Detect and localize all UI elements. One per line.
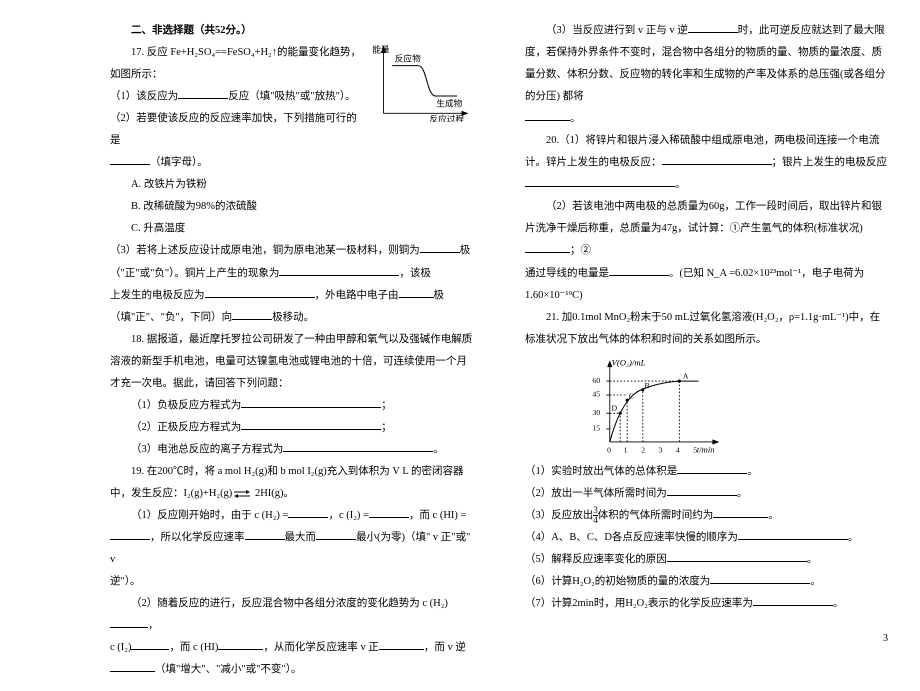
blank — [420, 242, 460, 254]
blank — [110, 617, 148, 629]
svg-text:反应物: 反应物 — [395, 52, 421, 63]
blank — [667, 550, 807, 562]
svg-text:5: 5 — [693, 445, 697, 454]
energy-diagram: 能量 反应物 生成物 反应过程 — [370, 44, 475, 122]
q19-3b: 。 — [525, 108, 890, 130]
q20-1b: 。 — [525, 174, 890, 196]
right-column: （3）当反应进行到 v 正与 v 逆时，此可逆反应就达到了最大限度，若保持外界条… — [525, 20, 890, 681]
left-column: 二、非选择题（共52分。） 能量 反应物 生成物 反应过程 17. 反应 Fe+… — [110, 20, 475, 681]
q21-5: （5）解释反应速率变化的原因。 — [525, 549, 890, 571]
blank — [713, 506, 768, 518]
svg-text:反应过程: 反应过程 — [429, 113, 464, 122]
svg-text:45: 45 — [592, 389, 600, 398]
q21-6: （6）计算H₂O₂的初始物质的量的浓度为。 — [525, 571, 890, 593]
blank — [279, 264, 399, 276]
blank — [369, 507, 409, 519]
blank — [399, 286, 434, 298]
q20-1: 20.（1）将锌片和银片浸入稀硫酸中组成原电池，两电极间连接一个电流计。锌片上发… — [525, 130, 890, 174]
blank — [283, 440, 433, 452]
q17-3: （3）若将上述反应设计成原电池，铜为原电池某一极材料，则铜为极 — [110, 240, 475, 262]
svg-text:15: 15 — [592, 423, 600, 432]
blank — [205, 286, 315, 298]
svg-text:D: D — [612, 403, 618, 412]
section-title: 二、非选择题（共52分。） — [110, 20, 475, 42]
blank — [288, 507, 328, 519]
equilibrium-arrow-icon — [232, 489, 252, 499]
q18-2: （2）正极反应方程式为； — [110, 417, 475, 439]
blank — [110, 529, 150, 541]
blank — [609, 264, 669, 276]
blank — [710, 572, 810, 584]
q17-3d: （填"正"、"负"，下同）向极移动。 — [110, 307, 475, 329]
q21-2: （2）放出一半气体所需时间为。 — [525, 483, 890, 505]
q19-2b: c (I₂)，而 c (HI)，从而化学反应速率 v 正，而 v 逆 — [110, 637, 475, 659]
blank — [525, 242, 570, 254]
q17-optA: A. 改铁片为铁粉 — [110, 174, 475, 196]
blank — [232, 308, 272, 320]
blank — [131, 639, 169, 651]
svg-text:2: 2 — [641, 445, 645, 454]
page-number: 3 — [883, 633, 888, 644]
blank — [218, 639, 263, 651]
blank — [245, 529, 285, 541]
svg-text:60: 60 — [592, 376, 600, 385]
q19-1b: ，所以化学反应速率最大而最小(为零)（填" v 正"或" v — [110, 527, 475, 571]
blank — [753, 594, 833, 606]
blank — [667, 484, 737, 496]
svg-text:A: A — [683, 371, 689, 380]
q17-optB: B. 改稀硫酸为98%的浓硫酸 — [110, 196, 475, 218]
svg-text:4: 4 — [676, 445, 680, 454]
q21-3: （3）反应放出34体积的气体所需时间约为。 — [525, 505, 890, 527]
blank — [738, 528, 848, 540]
q18-3: （3）电池总反应的离子方程式为。 — [110, 439, 475, 461]
q20-2: （2）若该电池中两电极的总质量为60g，工作一段时间后，取出锌片和银片洗净干燥后… — [525, 196, 890, 262]
q21-4: （4）A、B、C、D各点反应速率快慢的顺序为。 — [525, 527, 890, 549]
q18-1: （1）负极反应方程式为； — [110, 395, 475, 417]
svg-text:1: 1 — [624, 445, 628, 454]
svg-text:V(O₂)/mL: V(O₂)/mL — [612, 357, 646, 367]
q19-2: （2）随着反应的进行，反应混合物中各组分浓度的变化趋势为 c (H₂)， — [110, 593, 475, 637]
svg-text:生成物: 生成物 — [436, 97, 462, 108]
svg-text:30: 30 — [592, 408, 600, 417]
blank — [662, 154, 772, 166]
volume-time-chart: V(O₂)/mL t/min 60 45 30 15 0 1 2 3 4 5 A — [585, 355, 725, 455]
q18-stem: 18. 据报道，最近摩托罗拉公司研发了一种由甲醇和氧气以及强碱作电解质溶液的新型… — [110, 329, 475, 395]
q19-1c: 逆"）。 — [110, 571, 475, 593]
blank — [316, 529, 356, 541]
q21-7: （7）计算2min时，用H₂O₂表示的化学反应速率为。 — [525, 593, 890, 615]
q17-optC: C. 升高温度 — [110, 218, 475, 240]
svg-text:3: 3 — [658, 445, 662, 454]
q17-3c: 上发生的电极反应为，外电路中电子由极 — [110, 285, 475, 307]
q19-1: （1）反应刚开始时，由于 c (H₂) =，c (I₂) =，而 c (HI) … — [110, 505, 475, 527]
svg-text:B: B — [645, 381, 650, 390]
blank — [241, 396, 381, 408]
q19-2c: （填"增大"、"减小"或"不变"）。 — [110, 659, 475, 681]
q21-1: （1）实验时放出气体的总体积是。 — [525, 461, 890, 483]
svg-text:能量: 能量 — [372, 44, 390, 55]
blank — [525, 176, 675, 188]
blank — [110, 154, 150, 166]
blank — [379, 639, 424, 651]
blank — [241, 418, 381, 430]
q17-3b: （"正"或"负"）。铜片上产生的现象为，该极 — [110, 263, 475, 285]
blank — [110, 661, 155, 673]
q19-stem: 19. 在200℃时，将 a mol H₂(g)和 b mol I₂(g)充入到… — [110, 461, 475, 505]
q17-2b: （填字母）。 — [110, 152, 475, 174]
svg-text:C: C — [629, 391, 634, 400]
q21-stem: 21. 加0.1mol MnO₂粉末于50 mL过氧化氢溶液(H₂O₂，ρ=1.… — [525, 307, 890, 351]
svg-text:t/min: t/min — [697, 444, 715, 454]
blank — [688, 22, 738, 34]
blank — [178, 88, 228, 100]
q20-2b: 通过导线的电量是。(已知 N_A =6.02×10²³mol⁻¹，电子电荷为1.… — [525, 263, 890, 307]
q19-3: （3）当反应进行到 v 正与 v 逆时，此可逆反应就达到了最大限度，若保持外界条… — [525, 20, 890, 108]
svg-text:0: 0 — [607, 445, 611, 454]
blank — [677, 462, 747, 474]
blank — [525, 110, 570, 122]
